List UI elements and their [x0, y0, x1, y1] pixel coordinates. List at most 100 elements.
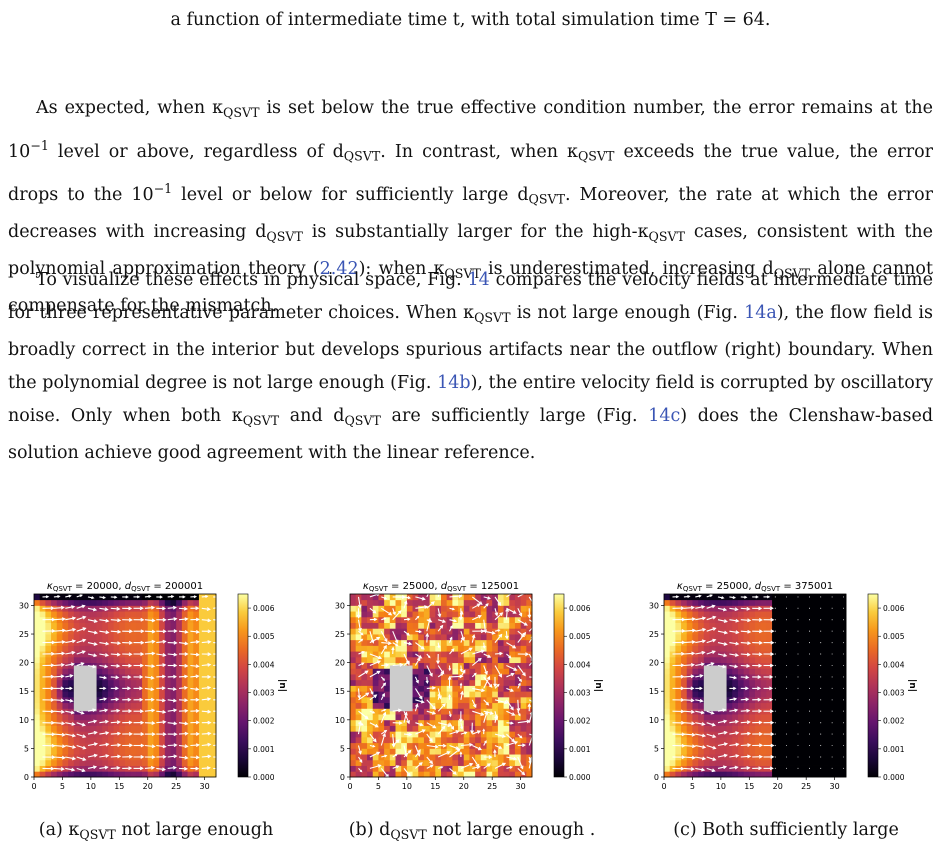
heatmap-cell [418, 708, 425, 715]
heatmap-cell [800, 691, 807, 698]
p1-s10: ): when κ [358, 258, 445, 279]
heatmap-cell [469, 622, 476, 629]
heatmap-cell [520, 594, 527, 601]
heatmap-cell [486, 634, 493, 641]
heatmap-cell [361, 662, 368, 669]
heatmap-cell [159, 662, 166, 669]
arrow-head [376, 592, 381, 597]
arrow-head [372, 744, 376, 748]
heatmap-cell [823, 748, 830, 755]
heatmap-cell [486, 691, 493, 698]
arrow-head [172, 698, 178, 703]
heatmap-cell [423, 622, 431, 629]
arrow-head [103, 697, 108, 701]
heatmap-cell [526, 748, 533, 755]
velocity-arrow [740, 767, 750, 769]
arrow-head [104, 653, 110, 657]
heatmap-cell [698, 662, 705, 669]
heatmap-cell [789, 611, 796, 618]
velocity-arrow [426, 699, 436, 710]
heatmap-cell [794, 679, 801, 686]
heatmap-cell [743, 748, 750, 755]
heatmap-cell [732, 754, 739, 761]
heatmap-cell [698, 599, 705, 606]
arrow-head [116, 664, 121, 668]
heatmap-cell [777, 634, 784, 641]
colorbar-label: |u| [908, 679, 918, 692]
figure-14a-link[interactable]: 14a [744, 303, 777, 323]
heatmap-cell [181, 668, 188, 675]
arrow-head [69, 698, 74, 703]
heatmap-cell [800, 736, 807, 744]
arrow-head [151, 639, 156, 644]
heatmap-cell [669, 771, 676, 778]
heatmap-cell [406, 714, 413, 721]
equation-link[interactable]: 2.42 [319, 258, 359, 279]
heatmap-cell [389, 634, 396, 641]
heatmap-cell [692, 668, 699, 675]
heatmap-cell [497, 594, 504, 601]
heatmap-cell [350, 622, 357, 629]
heatmap-cell [492, 725, 499, 732]
heatmap-cell [164, 725, 171, 732]
heatmap-cell [800, 651, 807, 658]
arrow-head [456, 748, 461, 753]
heatmap-cell [367, 759, 374, 766]
heatmap-cell [198, 714, 206, 721]
arrow-head [408, 641, 413, 646]
heatmap-cell [85, 759, 92, 766]
heatmap-cell [463, 748, 470, 755]
arrow-head [92, 765, 98, 770]
figure-14b-link[interactable]: 14b [437, 372, 471, 393]
heatmap-cell [204, 634, 211, 641]
heatmap-cell [766, 691, 773, 698]
heatmap-cell [458, 696, 465, 704]
heatmap-cell [45, 634, 52, 641]
heatmap-cell [45, 702, 52, 709]
velocity-arrow [472, 615, 482, 621]
heatmap-cell [429, 771, 436, 778]
heatmap-cell [823, 616, 830, 623]
heatmap-cell [709, 616, 716, 623]
heatmap-cell [732, 668, 739, 675]
arrow-head [418, 630, 423, 634]
heatmap-cell [692, 599, 699, 606]
arrow-head [477, 657, 482, 662]
velocity-arrow [53, 652, 65, 655]
heatmap-cell [664, 708, 671, 715]
arrow-head [162, 639, 167, 644]
velocity-arrow [695, 628, 706, 632]
figure-14c-link[interactable]: 14c [648, 405, 681, 426]
heatmap-cell [147, 634, 154, 641]
heatmap-cell [469, 674, 476, 681]
heatmap-cell [412, 736, 419, 744]
heatmap-cell [378, 702, 385, 709]
heatmap-cell [429, 731, 436, 738]
velocity-arrow [729, 607, 738, 611]
heatmap-cell [164, 634, 171, 641]
heatmap-cell [164, 668, 171, 675]
arrow-head [769, 606, 774, 611]
heatmap-cell [395, 656, 402, 664]
heatmap-cell [823, 656, 830, 664]
velocity-arrow [740, 619, 751, 621]
heatmap-cell [686, 622, 693, 629]
figure-14-link[interactable]: 14 [467, 270, 490, 290]
y-tick-label: 25 [19, 630, 29, 639]
heatmap-cell [840, 645, 847, 652]
heatmap-cell [378, 685, 385, 692]
heatmap-cell [760, 736, 767, 744]
heatmap-cell [34, 742, 41, 749]
heatmap-cell [361, 622, 368, 629]
heatmap-cell [62, 668, 69, 675]
heatmap-cell [435, 634, 442, 641]
colorbar-tick-label: 0.000 [883, 773, 905, 782]
x-tick-label: 30 [830, 782, 840, 791]
heatmap-cell [384, 668, 391, 675]
heatmap-cell [463, 771, 470, 778]
heatmap-cell [372, 651, 379, 658]
heatmap-cell [372, 702, 379, 709]
heatmap-cell [153, 748, 160, 755]
velocity-arrow [178, 687, 187, 689]
heatmap-cell [153, 656, 160, 664]
